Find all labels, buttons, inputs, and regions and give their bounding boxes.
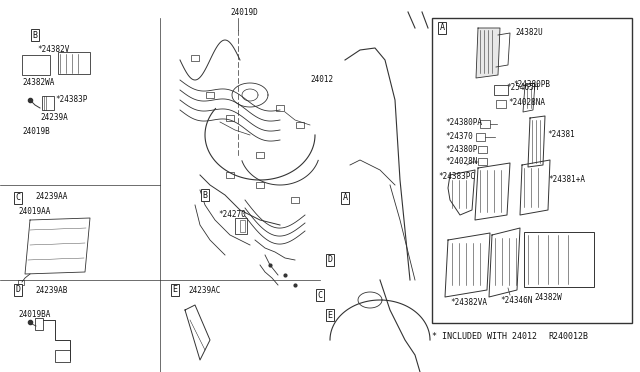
Text: 24239A: 24239A — [40, 113, 68, 122]
Text: 24382U: 24382U — [515, 28, 543, 37]
Text: *24383PC: *24383PC — [438, 172, 475, 181]
Bar — [256, 182, 264, 188]
Text: *25465H: *25465H — [506, 83, 538, 92]
Bar — [22, 55, 50, 75]
Text: 24012: 24012 — [310, 75, 333, 84]
Bar — [55, 350, 70, 362]
Bar — [35, 318, 43, 330]
Text: 24239AA: 24239AA — [35, 192, 67, 201]
Bar — [524, 232, 594, 287]
Polygon shape — [476, 28, 500, 78]
Bar — [226, 115, 234, 121]
Bar — [480, 120, 490, 128]
Text: *24381+A: *24381+A — [548, 175, 585, 184]
Text: *24028N: *24028N — [445, 157, 477, 166]
Text: 24019D: 24019D — [230, 8, 258, 17]
Bar — [296, 122, 304, 128]
Bar — [478, 158, 487, 165]
Text: *24381: *24381 — [547, 130, 575, 139]
Bar — [276, 105, 284, 111]
Text: *24346N: *24346N — [500, 296, 532, 305]
Text: E: E — [328, 311, 333, 320]
Text: *24382V: *24382V — [37, 45, 69, 54]
Bar — [235, 218, 247, 234]
Text: B: B — [202, 190, 207, 199]
Bar — [226, 172, 234, 178]
Text: *24380P: *24380P — [445, 145, 477, 154]
Text: 24239AB: 24239AB — [35, 286, 67, 295]
Text: *24370: *24370 — [445, 132, 473, 141]
Bar — [256, 152, 264, 158]
Text: *24382VA: *24382VA — [450, 298, 487, 307]
Bar — [476, 133, 485, 141]
Text: D: D — [328, 256, 333, 264]
Text: A: A — [440, 23, 445, 32]
Text: 24239AC: 24239AC — [188, 286, 220, 295]
Text: 24019AA: 24019AA — [18, 207, 51, 216]
Bar — [496, 100, 506, 108]
Text: 24019BA: 24019BA — [18, 310, 51, 319]
Text: 24019B: 24019B — [22, 127, 50, 136]
Text: B: B — [33, 31, 38, 39]
Bar — [206, 92, 214, 98]
Bar — [494, 85, 508, 95]
Text: E: E — [173, 285, 177, 295]
Bar — [291, 197, 299, 203]
Bar — [42, 96, 54, 110]
Text: *24380PA: *24380PA — [445, 118, 482, 127]
Text: *24270: *24270 — [218, 210, 246, 219]
Bar — [191, 55, 199, 61]
Text: R240012B: R240012B — [548, 332, 588, 341]
Text: C: C — [15, 193, 20, 202]
Bar — [58, 52, 90, 74]
Text: * INCLUDED WITH 24012: * INCLUDED WITH 24012 — [432, 332, 537, 341]
Text: *24383P: *24383P — [55, 95, 88, 104]
Text: *24028NA: *24028NA — [508, 98, 545, 107]
Text: *24380PB: *24380PB — [513, 80, 550, 89]
Text: C: C — [317, 291, 323, 299]
Text: 24382WA: 24382WA — [22, 78, 54, 87]
Bar — [240, 220, 245, 232]
Bar — [478, 146, 487, 153]
Text: D: D — [15, 285, 20, 295]
Text: 24382W: 24382W — [534, 293, 562, 302]
Bar — [432, 18, 632, 323]
Bar — [18, 280, 24, 285]
Text: A: A — [342, 193, 348, 202]
